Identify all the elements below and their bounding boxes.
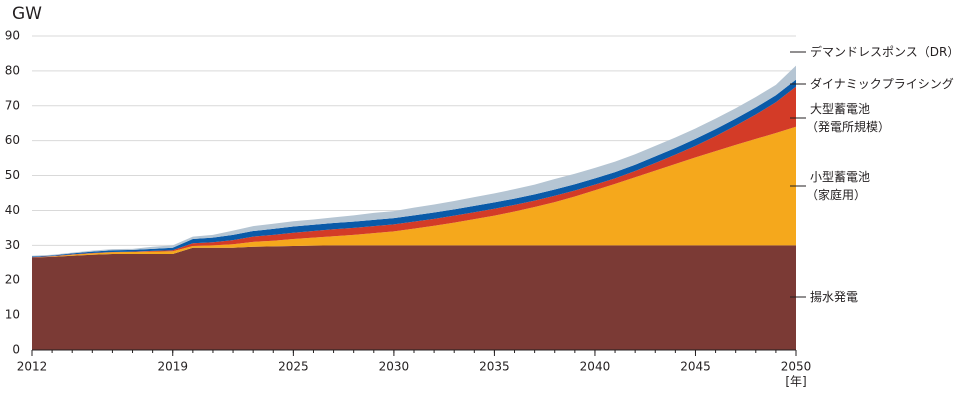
y-tick-label: 0 <box>12 343 20 357</box>
x-axis-unit: [年] <box>785 375 806 389</box>
y-tick-label: 50 <box>5 168 20 182</box>
y-tick-label: 90 <box>5 29 20 43</box>
y-tick-label: 20 <box>5 273 20 287</box>
y-tick-label: 70 <box>5 98 20 112</box>
legend-label: デマンドレスポンス（DR） <box>810 44 959 59</box>
x-tick-label: 2040 <box>580 360 611 374</box>
legend-label-line: 小型蓄電池 <box>810 170 870 184</box>
area <box>32 245 796 350</box>
area <box>32 126 796 258</box>
y-tick-label: 60 <box>5 133 20 147</box>
area <box>32 65 796 257</box>
legend-label-line: ダイナミックプライシング <box>810 76 954 91</box>
y-tick-label: 30 <box>5 238 20 252</box>
legend-label-line: 大型蓄電池 <box>810 102 870 116</box>
x-tick-label: 2035 <box>479 360 510 374</box>
legend-label: ダイナミックプライシング <box>810 76 954 91</box>
y-tick-label: 10 <box>5 308 20 322</box>
legend-label-line: （家庭用） <box>806 187 866 202</box>
x-tick-label: 2045 <box>680 360 711 374</box>
legend-label: 大型蓄電池 （発電所規模） <box>806 102 890 134</box>
legend-label: 小型蓄電池 （家庭用） <box>806 170 870 202</box>
x-tick-label: 2025 <box>278 360 309 374</box>
y-tick-label: 80 <box>5 63 20 77</box>
x-tick-label: 2012 <box>17 360 48 374</box>
legend-label-line: （発電所規模） <box>806 119 890 134</box>
y-tick-label: 40 <box>5 203 20 217</box>
y-axis-label: GW <box>12 4 42 24</box>
legend-label: 揚水発電 <box>810 290 858 304</box>
legend-label-line: 揚水発電 <box>810 290 858 304</box>
x-tick-label: 2019 <box>157 360 188 374</box>
x-tick-label: 2050 <box>781 360 812 374</box>
x-tick-label: 2030 <box>379 360 410 374</box>
area <box>32 86 796 258</box>
legend-label-line: デマンドレスポンス（DR） <box>810 44 959 59</box>
